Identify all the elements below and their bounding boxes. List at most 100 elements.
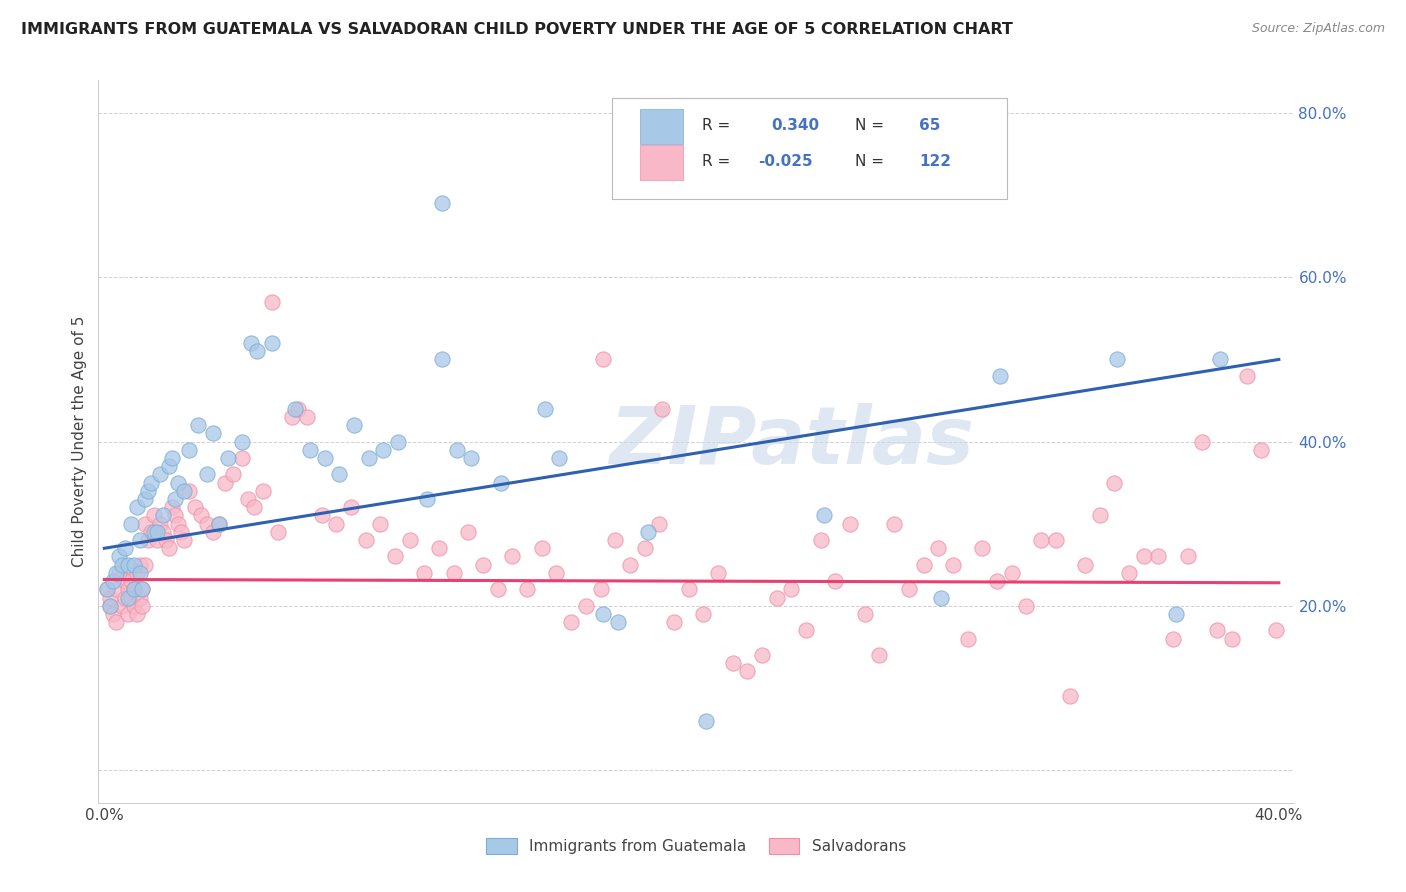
Point bbox=[266, 524, 288, 539]
Point bbox=[1045, 533, 1067, 547]
Point bbox=[143, 524, 166, 539]
Point bbox=[98, 591, 121, 605]
Point bbox=[152, 508, 174, 523]
Point bbox=[533, 401, 555, 416]
Point bbox=[430, 352, 453, 367]
Point bbox=[120, 516, 142, 531]
Point bbox=[146, 524, 169, 539]
Point bbox=[343, 418, 366, 433]
Point bbox=[163, 508, 186, 523]
Point bbox=[1236, 368, 1258, 383]
Point bbox=[238, 491, 260, 506]
Point bbox=[824, 574, 846, 588]
Point bbox=[122, 558, 145, 572]
Point bbox=[117, 582, 139, 597]
Point bbox=[214, 475, 236, 490]
Point bbox=[101, 574, 124, 588]
Point bbox=[287, 401, 309, 416]
Point bbox=[695, 714, 717, 728]
Point bbox=[1164, 607, 1187, 621]
FancyBboxPatch shape bbox=[613, 98, 1007, 200]
Point bbox=[707, 566, 730, 580]
Point bbox=[231, 450, 253, 465]
Point bbox=[912, 558, 935, 572]
Point bbox=[810, 533, 832, 547]
Point bbox=[619, 558, 641, 572]
Point bbox=[179, 483, 201, 498]
Point bbox=[1206, 624, 1229, 638]
Point bbox=[605, 533, 627, 547]
Point bbox=[986, 574, 1008, 588]
Point bbox=[125, 566, 148, 580]
Bar bbox=[640, 109, 683, 144]
Point bbox=[648, 516, 671, 531]
Point bbox=[134, 491, 156, 506]
Point bbox=[607, 615, 630, 630]
Point bbox=[592, 352, 614, 367]
Point bbox=[721, 657, 744, 671]
Point bbox=[128, 533, 150, 547]
Point bbox=[149, 467, 172, 482]
Point bbox=[853, 607, 876, 621]
Point bbox=[662, 615, 685, 630]
Point bbox=[117, 591, 139, 605]
Text: IMMIGRANTS FROM GUATEMALA VS SALVADORAN CHILD POVERTY UNDER THE AGE OF 5 CORRELA: IMMIGRANTS FROM GUATEMALA VS SALVADORAN … bbox=[21, 22, 1012, 37]
Point bbox=[122, 582, 145, 597]
Point bbox=[157, 459, 180, 474]
Point bbox=[114, 574, 136, 588]
Point bbox=[575, 599, 598, 613]
Point bbox=[751, 648, 773, 662]
Point bbox=[149, 516, 172, 531]
Point bbox=[114, 541, 136, 556]
Point bbox=[1177, 549, 1199, 564]
Point bbox=[117, 558, 139, 572]
Point bbox=[141, 475, 163, 490]
Point bbox=[460, 450, 482, 465]
Point bbox=[298, 442, 321, 457]
Point bbox=[1132, 549, 1154, 564]
Point bbox=[243, 500, 266, 515]
Point bbox=[1250, 442, 1272, 457]
Point bbox=[1118, 566, 1140, 580]
Point bbox=[187, 418, 209, 433]
Point bbox=[794, 624, 817, 638]
Point bbox=[692, 607, 714, 621]
Point bbox=[128, 566, 150, 580]
Point bbox=[98, 599, 121, 613]
Point bbox=[155, 533, 177, 547]
Point bbox=[157, 541, 180, 556]
Point bbox=[1059, 689, 1081, 703]
Point bbox=[678, 582, 700, 597]
Point bbox=[120, 574, 142, 588]
Bar bbox=[640, 145, 683, 180]
Point bbox=[105, 582, 128, 597]
Text: 0.340: 0.340 bbox=[772, 119, 820, 133]
Point bbox=[173, 533, 195, 547]
Point bbox=[398, 533, 420, 547]
Point bbox=[839, 516, 862, 531]
Point bbox=[295, 409, 318, 424]
Legend: Immigrants from Guatemala, Salvadorans: Immigrants from Guatemala, Salvadorans bbox=[479, 832, 912, 860]
Point bbox=[246, 344, 269, 359]
Point bbox=[134, 558, 156, 572]
Point bbox=[1001, 566, 1024, 580]
Point bbox=[166, 475, 188, 490]
Point bbox=[988, 368, 1011, 383]
Point bbox=[169, 524, 191, 539]
Point bbox=[252, 483, 274, 498]
Point bbox=[128, 591, 150, 605]
Point bbox=[387, 434, 409, 449]
Point bbox=[111, 558, 134, 572]
Point bbox=[637, 524, 659, 539]
Point bbox=[430, 196, 453, 211]
Point bbox=[114, 591, 136, 605]
Point bbox=[1088, 508, 1111, 523]
Point bbox=[1029, 533, 1052, 547]
Point bbox=[281, 409, 304, 424]
Point bbox=[457, 524, 479, 539]
Point bbox=[1220, 632, 1243, 646]
Point bbox=[111, 599, 134, 613]
Point bbox=[260, 295, 283, 310]
Point bbox=[146, 533, 169, 547]
Point bbox=[131, 582, 153, 597]
